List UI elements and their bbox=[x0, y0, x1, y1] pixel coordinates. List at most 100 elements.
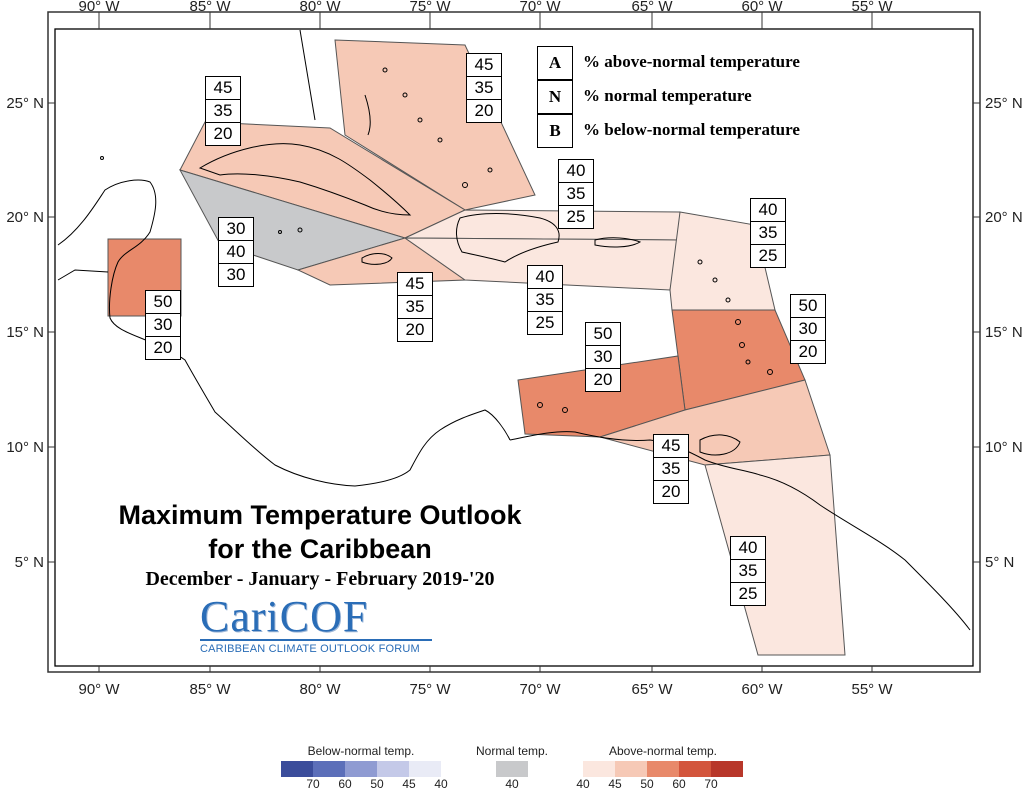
prob-box-leeward-islands: 40 35 25 bbox=[750, 198, 786, 268]
colorbar-tick-label: 50 bbox=[640, 777, 654, 791]
prob-box-jamaica: 45 35 20 bbox=[397, 272, 433, 342]
colorbar-below: Below-normal temp. 70 60 50 45 40 bbox=[281, 744, 448, 791]
prob-above: 45 bbox=[654, 435, 688, 458]
axis-label: 25° N bbox=[6, 95, 44, 112]
colorbar-tick-label: 40 bbox=[576, 777, 590, 791]
title-season: December - January - February 2019-'20 bbox=[145, 568, 495, 590]
axis-label: 65° W bbox=[631, 0, 673, 15]
axis-label: 5° N bbox=[985, 554, 1014, 571]
prob-above: 40 bbox=[528, 266, 562, 289]
prob-box-cayman-western: 30 40 30 bbox=[218, 217, 254, 287]
colorbar-tick-label: 40 bbox=[434, 777, 448, 791]
prob-above: 50 bbox=[791, 295, 825, 318]
logo-underline bbox=[200, 639, 432, 641]
axis-label: 5° N bbox=[15, 554, 44, 571]
prob-box-trinidad: 45 35 20 bbox=[653, 434, 689, 504]
prob-box-belize: 50 30 20 bbox=[145, 290, 181, 360]
prob-below: 25 bbox=[758, 246, 778, 265]
axis-label: 70° W bbox=[519, 0, 561, 15]
colorbar-above: Above-normal temp. 40 45 50 60 70 bbox=[576, 744, 743, 791]
colorbar-swatch bbox=[615, 761, 647, 777]
prob-below: 20 bbox=[661, 482, 681, 501]
axis-label: 75° W bbox=[409, 681, 451, 698]
prob-above: 50 bbox=[146, 291, 180, 314]
axis-label: 70° W bbox=[519, 681, 561, 698]
prob-box-guianas: 40 35 25 bbox=[730, 536, 766, 606]
axis-label: 60° W bbox=[741, 681, 783, 698]
colorbar-tick-label: 50 bbox=[370, 777, 384, 791]
axis-label: 15° N bbox=[985, 324, 1023, 341]
prob-normal: 35 bbox=[559, 183, 593, 206]
prob-box-abc-islands: 50 30 20 bbox=[585, 322, 621, 392]
legend-letter: B bbox=[537, 114, 573, 148]
colorbar-tick-label: 45 bbox=[402, 777, 416, 791]
colorbar-ticks: 40 45 50 60 70 bbox=[576, 777, 743, 791]
axis-label: 55° W bbox=[851, 681, 893, 698]
legend-text: % above-normal temperature bbox=[583, 52, 800, 71]
prob-normal: 30 bbox=[146, 314, 180, 337]
legend-letter: A bbox=[537, 46, 573, 80]
prob-below: 20 bbox=[593, 370, 613, 389]
axis-label: 20° N bbox=[985, 209, 1023, 226]
colorbar-swatch bbox=[496, 761, 528, 777]
axis-label: 20° N bbox=[6, 209, 44, 226]
prob-above: 45 bbox=[398, 273, 432, 296]
axis-label: 65° W bbox=[631, 681, 673, 698]
axis-label: 85° W bbox=[189, 681, 231, 698]
colorbar-ticks: 40 bbox=[470, 777, 554, 791]
axis-labels-right: 25° N 20° N 15° N 10° N 5° N bbox=[985, 95, 1023, 571]
colorbar-swatch bbox=[583, 761, 615, 777]
andros-outline bbox=[364, 94, 371, 136]
map-outer-frame bbox=[47, 11, 981, 673]
axis-label: 10° N bbox=[6, 439, 44, 456]
axis-label: 85° W bbox=[189, 0, 231, 15]
colorbar-ticks: 70 60 50 45 40 bbox=[281, 777, 447, 791]
axis-label: 15° N bbox=[6, 324, 44, 341]
puerto-rico-outline bbox=[594, 237, 642, 248]
prob-normal: 40 bbox=[219, 241, 253, 264]
prob-box-hispaniola-north: 40 35 25 bbox=[558, 159, 594, 229]
prob-above: 50 bbox=[586, 323, 620, 346]
colorbar-normal: Normal temp. 40 bbox=[470, 744, 554, 791]
colorbar-swatch bbox=[281, 761, 313, 777]
axis-label: 75° W bbox=[409, 0, 451, 15]
south-america-coast bbox=[509, 431, 971, 631]
small-islands bbox=[100, 67, 773, 413]
coastlines bbox=[57, 29, 971, 631]
prob-box-windward-islands: 50 30 20 bbox=[790, 294, 826, 364]
jamaica-outline bbox=[361, 253, 393, 265]
trinidad-outline bbox=[699, 434, 741, 456]
axis-label: 80° W bbox=[299, 0, 341, 15]
axis-label: 90° W bbox=[78, 681, 120, 698]
title-line-2: for the Caribbean bbox=[208, 534, 432, 564]
caricof-logo: CariCOF CARIBBEAN CLIMATE OUTLOOK FORUM bbox=[200, 592, 432, 655]
colorbar-tick-label: 45 bbox=[608, 777, 622, 791]
axis-labels-bottom: 90° W 85° W 80° W 75° W 70° W 65° W 60° … bbox=[78, 681, 893, 698]
prob-normal: 35 bbox=[528, 289, 562, 312]
colorbar-swatch bbox=[679, 761, 711, 777]
prob-normal: 35 bbox=[731, 560, 765, 583]
prob-box-bahamas: 45 35 20 bbox=[466, 53, 502, 123]
axis-labels-left: 25° N 20° N 15° N 10° N 5° N bbox=[6, 95, 44, 571]
colorbar-tick-label: 70 bbox=[306, 777, 320, 791]
prob-below: 30 bbox=[226, 265, 246, 284]
colorbar-tick-label: 40 bbox=[505, 777, 519, 791]
region-bahamas bbox=[334, 39, 536, 211]
colorbar-swatch bbox=[313, 761, 345, 777]
logo-tagline: CARIBBEAN CLIMATE OUTLOOK FORUM bbox=[200, 643, 420, 655]
prob-below: 25 bbox=[566, 207, 586, 226]
colorbar-swatch bbox=[711, 761, 743, 777]
axis-label: 25° N bbox=[985, 95, 1023, 112]
prob-normal: 35 bbox=[654, 458, 688, 481]
axis-ticks bbox=[48, 12, 980, 672]
legend-text: % normal temperature bbox=[583, 86, 752, 105]
colorbar-title: Above-normal temp. bbox=[608, 744, 718, 758]
axis-label: 80° W bbox=[299, 681, 341, 698]
prob-box-hispaniola-south: 40 35 25 bbox=[527, 265, 563, 335]
prob-above: 40 bbox=[751, 199, 785, 222]
colorbar-swatch bbox=[409, 761, 441, 777]
colorbar-swatches bbox=[470, 761, 554, 777]
colorbar-title: Below-normal temp. bbox=[307, 744, 415, 758]
logo-wordmark: CariCOF bbox=[200, 592, 369, 641]
